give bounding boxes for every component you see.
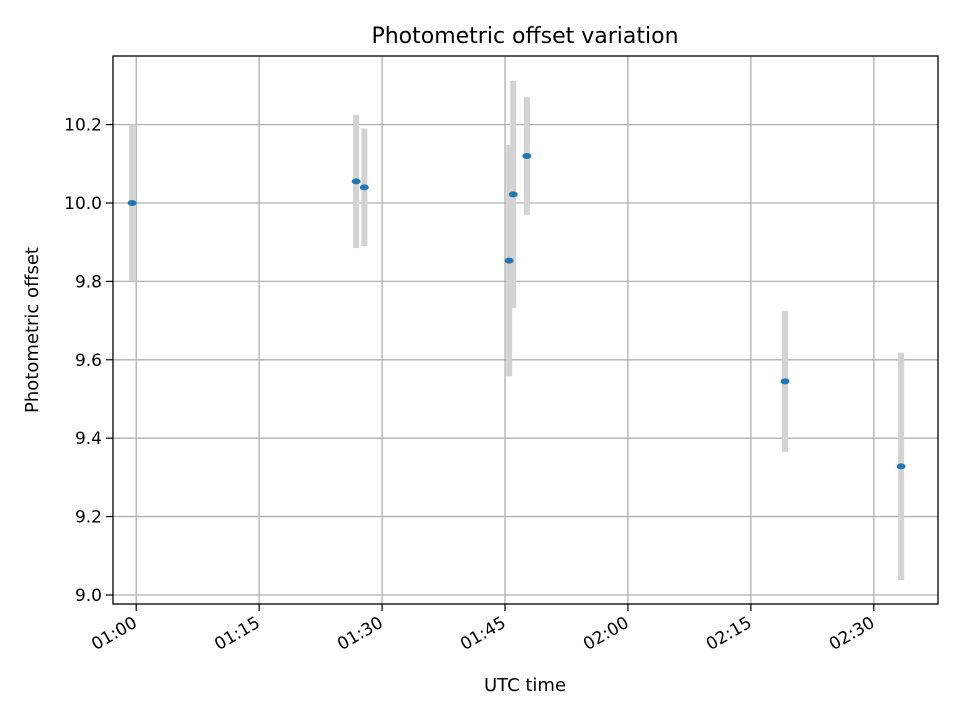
x-axis-label: UTC time xyxy=(484,675,566,696)
x-tick-label: 01:00 xyxy=(88,613,140,655)
errorbars xyxy=(129,80,905,581)
data-point xyxy=(351,178,361,185)
x-tick-label: 02:00 xyxy=(580,613,632,655)
data-point xyxy=(504,257,514,264)
x-tick-label: 01:15 xyxy=(211,613,263,655)
y-tick-label: 9.6 xyxy=(75,351,102,371)
y-tick-label: 9.8 xyxy=(75,272,102,292)
plot-frame xyxy=(112,55,939,605)
y-axis-label: Photometric offset xyxy=(22,247,43,413)
chart-title: Photometric offset variation xyxy=(371,24,678,49)
x-tick-label: 01:45 xyxy=(457,613,509,655)
x-tick-label: 02:15 xyxy=(703,613,755,655)
x-axis-ticks: 01:00 01:15 01:30 01:45 02:00 02:15 02:30 xyxy=(88,604,878,655)
y-tick-label: 10.0 xyxy=(64,194,102,214)
y-tick-label: 9.0 xyxy=(75,586,102,606)
data-point xyxy=(896,463,906,470)
x-tick-label: 01:30 xyxy=(334,613,386,655)
y-axis-ticks: 9.0 9.2 9.4 9.6 9.8 10.0 10.2 xyxy=(64,116,113,606)
data-point xyxy=(127,199,137,206)
data-point xyxy=(359,184,369,191)
y-tick-label: 9.2 xyxy=(75,508,102,528)
y-tick-label: 10.2 xyxy=(64,116,102,136)
x-tick-label: 02:30 xyxy=(826,613,878,655)
data-point xyxy=(522,152,532,159)
data-point xyxy=(508,191,518,198)
data-points xyxy=(127,152,906,470)
data-point xyxy=(780,378,790,385)
y-tick-label: 9.4 xyxy=(75,429,102,449)
